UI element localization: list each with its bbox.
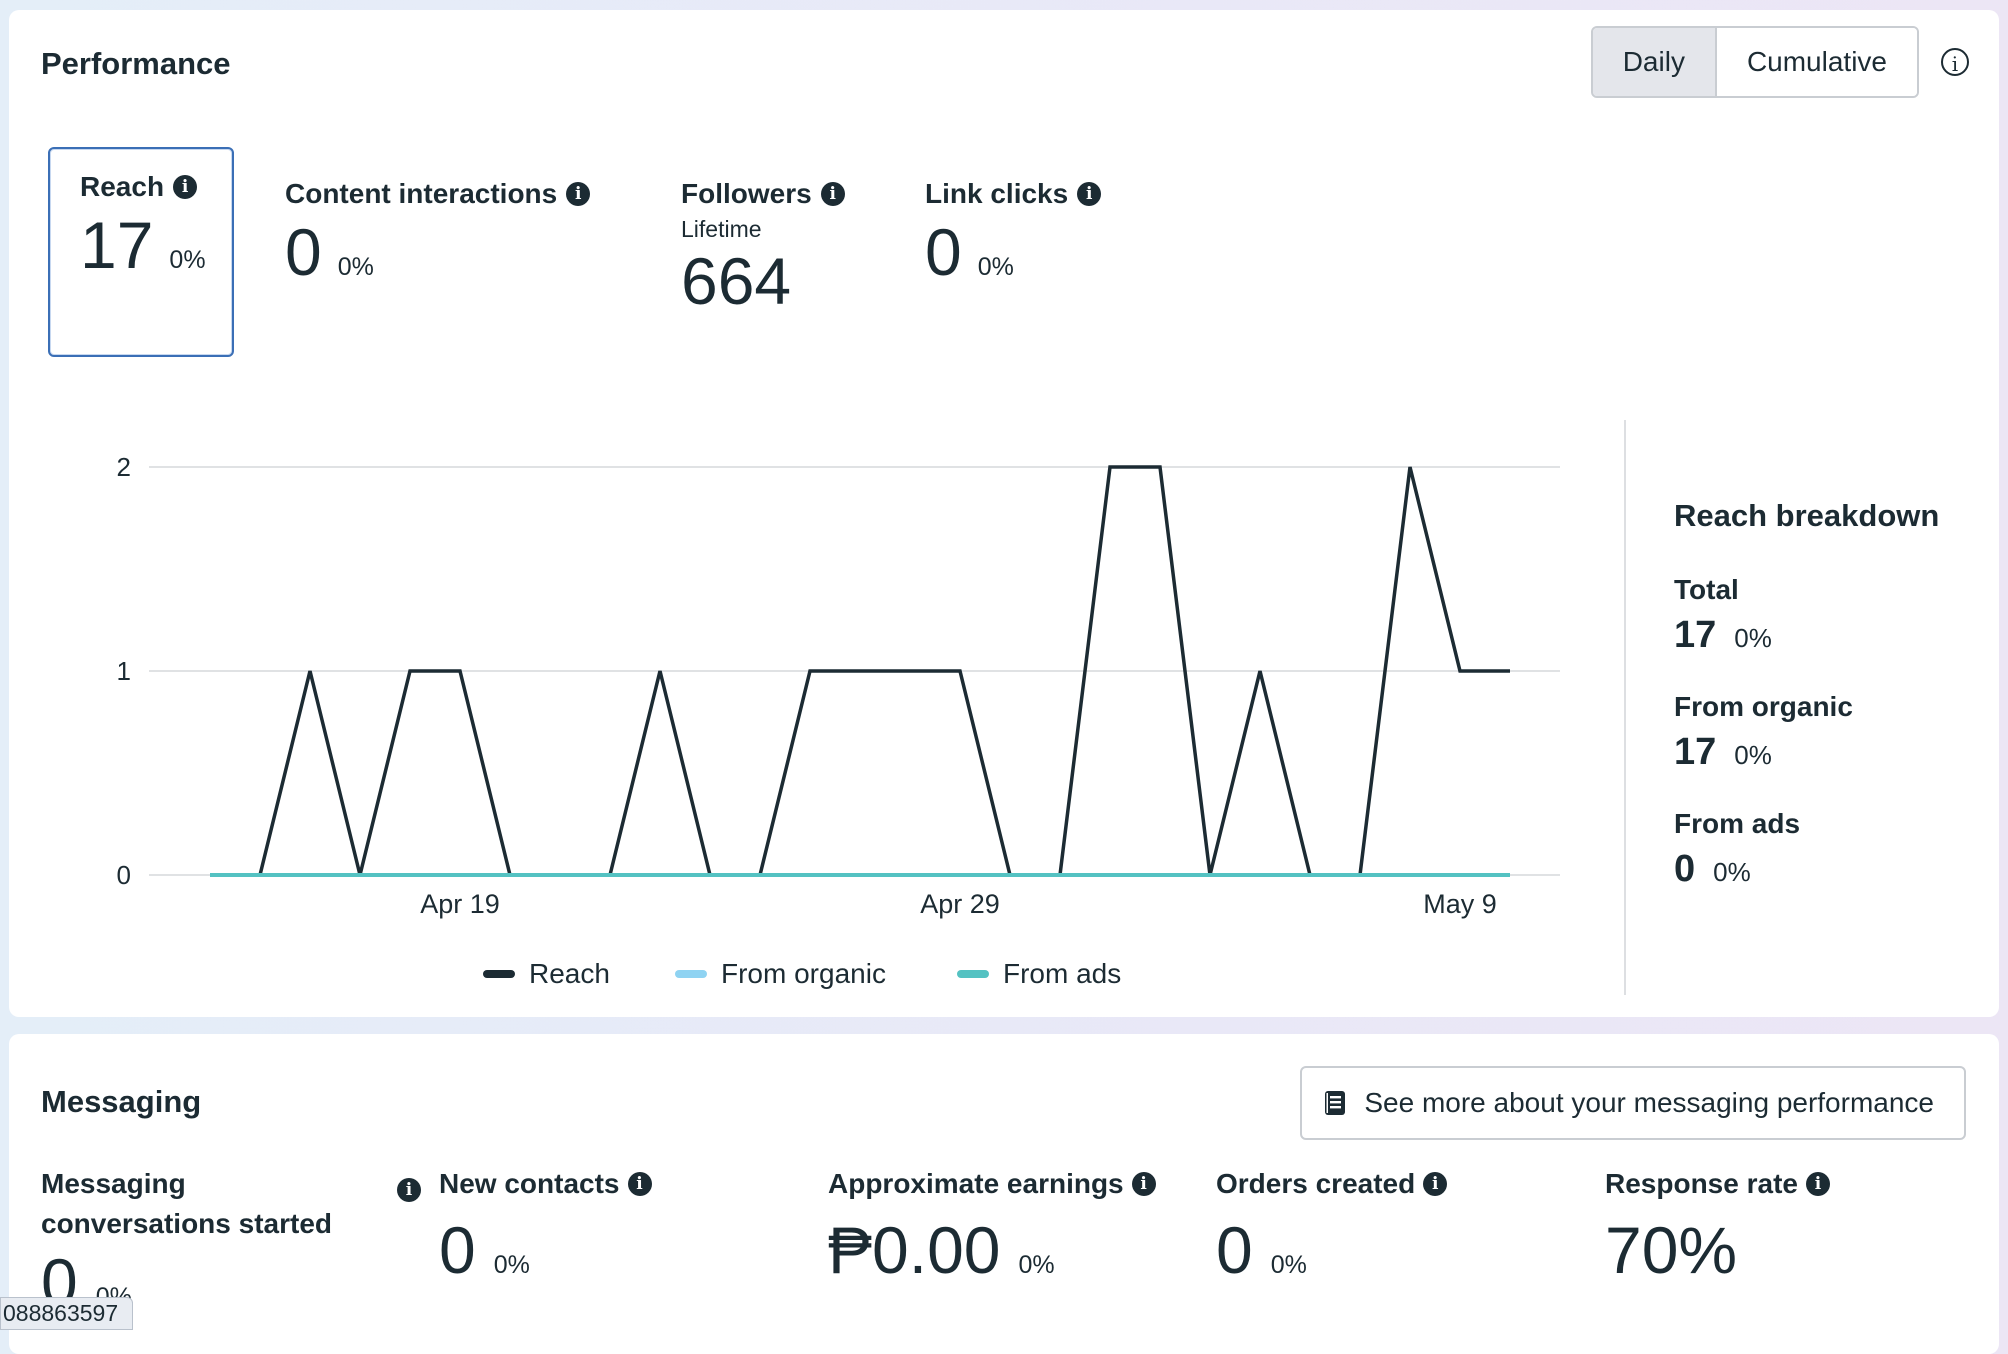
breakdown-value: 17 [1674,731,1717,773]
metric-label-text: Link clicks [925,178,1069,209]
chart-divider [1624,420,1626,995]
metric-value: 0 [439,1213,476,1287]
metric-followers-value: 664 [681,244,792,318]
metric-pct: 0% [1018,1251,1055,1279]
daily-button[interactable]: Daily [1592,28,1717,96]
book-icon [1325,1091,1346,1115]
breakdown-label: From organic [1674,691,1853,722]
metric-link-clicks[interactable]: Link clicks i 0 0% [925,178,1102,290]
info-icon[interactable]: i [397,1178,421,1202]
metric-label-text: Followers [681,178,812,209]
daily-cumulative-toggle: Daily Cumulative [1590,26,1919,98]
metric-reach[interactable]: Reach i 17 0% [48,147,234,357]
breakdown-pct: 0% [1734,740,1772,770]
metric-reach-value: 17 [80,208,154,282]
y-tick-label: 0 [117,860,131,890]
info-icon[interactable]: i [1131,1172,1156,1196]
see-more-messaging-button[interactable]: See more about your messaging performanc… [1300,1066,1966,1140]
metric-label: Messaging [41,1164,332,1204]
metric-pct: 0% [1270,1251,1307,1279]
x-tick-label: Apr 19 [420,889,500,919]
y-tick-label: 2 [117,452,131,482]
metric-label-line2: conversations started [41,1208,332,1239]
info-icon[interactable]: i [1423,1172,1448,1196]
metric-pct: 0% [493,1251,530,1279]
performance-title: Performance [41,46,231,81]
metric-label-text: Reach [80,171,165,202]
metric-value: 0 [1216,1213,1253,1287]
x-tick-label: May 9 [1423,889,1497,919]
metric-approximate-earnings[interactable]: Approximate earnings i ₱0.00 0% [828,1164,1156,1288]
info-circle-icon[interactable]: i [1941,48,1969,76]
breakdown-pct: 0% [1734,623,1772,653]
series-line-reach [210,465,1510,877]
metric-reach-pct: 0% [169,246,206,274]
metric-orders-created[interactable]: Orders created i 0 0% [1216,1164,1448,1288]
legend-item-ads[interactable]: From ads [957,958,1121,990]
metric-label: conversations started [41,1204,332,1244]
messaging-title: Messaging [41,1084,202,1119]
legend-label: Reach [529,958,610,989]
info-icon[interactable]: i [1805,1172,1830,1196]
reach-breakdown: Reach breakdown Total 17 0% From organic… [1674,498,1974,925]
breakdown-title: Reach breakdown [1674,498,1940,533]
legend-label: From ads [1003,958,1122,989]
metric-content-interactions-value: 0 [285,215,322,289]
metric-label-text: Response rate [1605,1168,1798,1199]
legend-swatch-ads [957,970,989,978]
legend-label: From organic [721,958,886,989]
y-tick-label: 1 [117,656,131,686]
breakdown-organic: From organic 17 0% [1674,691,1974,774]
metric-link-clicks-value: 0 [925,215,962,289]
see-more-label: See more about your messaging performanc… [1364,1087,1934,1118]
metric-value: ₱0.00 [828,1213,1001,1287]
metric-label-text: Content interactions [285,178,558,209]
metric-label-text: New contacts [439,1168,620,1199]
metric-content-interactions-pct: 0% [337,253,374,281]
legend-item-reach[interactable]: Reach [483,958,610,990]
breakdown-value: 0 [1674,848,1696,890]
metric-followers-sub: Lifetime [681,216,762,242]
info-icon[interactable]: i [566,182,591,206]
legend-swatch-organic [675,970,707,978]
messaging-card: Messaging See more about your messaging … [9,1034,1999,1354]
breakdown-pct: 0% [1713,857,1751,887]
metric-label-text: Approximate earnings [828,1168,1124,1199]
x-tick-label: Apr 29 [920,889,1000,919]
metric-reach-label: Reach i [80,171,232,203]
metric-new-contacts[interactable]: New contacts i 0 0% [439,1164,652,1288]
breakdown-total: Total 17 0% [1674,574,1974,657]
reach-line-chart: 0 1 2 Apr 19 Apr 29 May 9 [117,452,1560,919]
cumulative-button[interactable]: Cumulative [1716,28,1917,96]
breakdown-label: From ads [1674,808,1801,839]
info-icon[interactable]: i [173,175,198,199]
performance-card: Performance Daily Cumulative i Reach i 1… [9,10,1999,1017]
metric-label-text: Orders created [1216,1168,1416,1199]
bottom-id-tag: 088863597 [0,1297,134,1330]
breakdown-label: Total [1674,574,1739,605]
metric-value: 70% [1605,1213,1738,1287]
breakdown-ads: From ads 0 0% [1674,808,1974,891]
metric-response-rate[interactable]: Response rate i 70% [1605,1164,1830,1288]
info-icon[interactable]: i [627,1172,652,1196]
metric-content-interactions[interactable]: Content interactions i 0 0% [285,178,591,290]
info-icon[interactable]: i [820,182,845,206]
metric-followers[interactable]: Followers i Lifetime 664 [681,178,845,319]
info-icon[interactable]: i [1077,182,1102,206]
legend-swatch-reach [483,970,515,978]
legend-item-organic[interactable]: From organic [675,958,886,990]
metric-link-clicks-pct: 0% [977,253,1014,281]
metric-label-line1: Messaging [41,1168,186,1199]
breakdown-value: 17 [1674,614,1717,656]
